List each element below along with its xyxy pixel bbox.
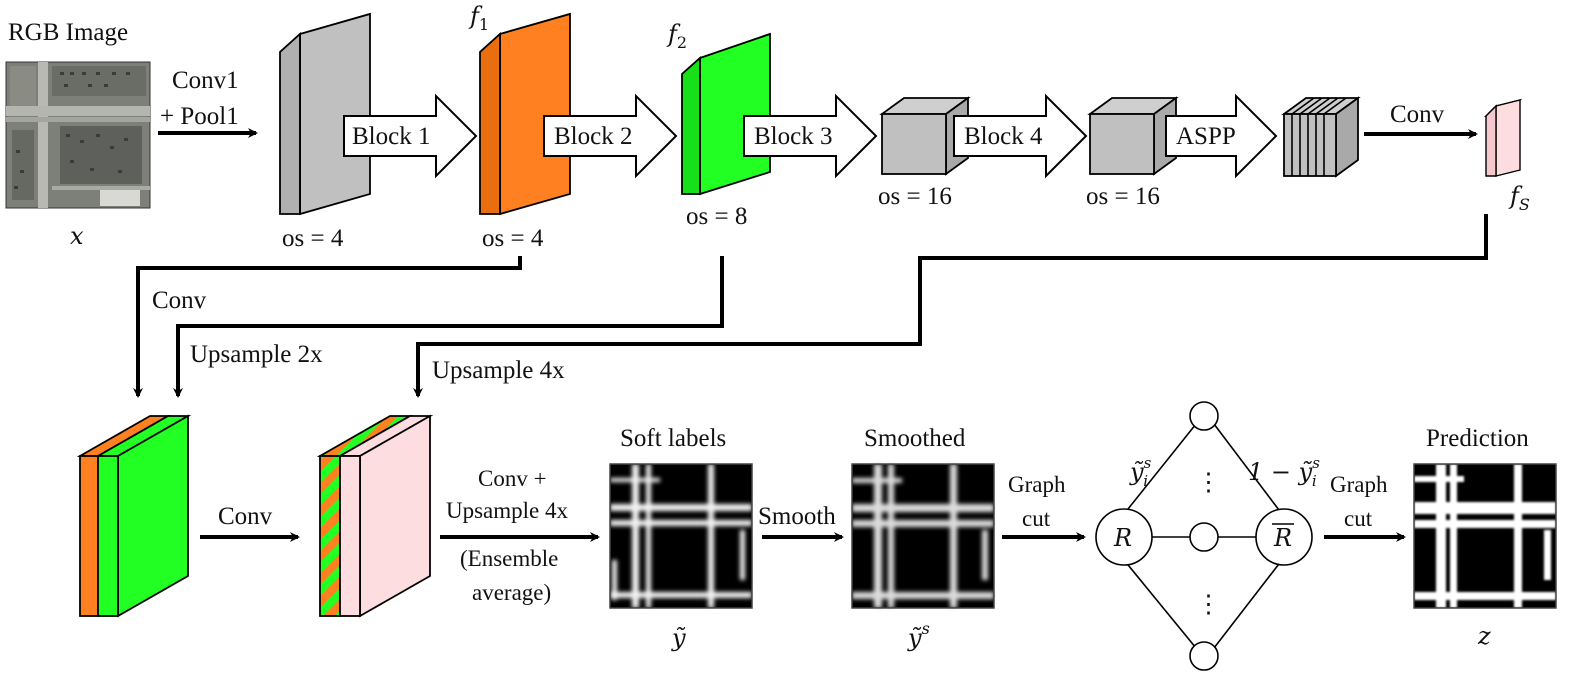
soft-labels-image <box>609 463 753 609</box>
block4-label: Block 4 <box>964 123 1043 150</box>
f1-label: f1 <box>468 2 489 34</box>
graph-node-rbar <box>1255 508 1313 566</box>
prediction-title: Prediction <box>1426 425 1529 452</box>
block3-label: Block 3 <box>754 123 832 150</box>
soft-labels-title: Soft labels <box>620 425 726 452</box>
feature-map-f1 <box>479 12 571 216</box>
rgb-input-image <box>5 61 151 209</box>
block4-arrow: Block 4 <box>953 93 1088 179</box>
os-label-4: os = 16 <box>878 183 952 210</box>
skip-connector-f1 <box>133 256 522 398</box>
block2-arrow: Block 2 <box>543 93 678 179</box>
conv-connector-label: Conv <box>152 287 207 314</box>
upsample4-label: Upsample 4x <box>432 357 565 384</box>
skip-connector-fs <box>413 214 1488 398</box>
skip-connector-f2 <box>173 256 724 398</box>
aspp-arrow: ASPP <box>1165 93 1278 179</box>
feature-map-gray-1 <box>279 12 371 216</box>
soft-labels-var: ỹ <box>671 624 686 652</box>
smoothed-image <box>851 463 995 609</box>
smooth-label: Smooth <box>758 503 836 530</box>
node-rbar-label: R <box>1273 524 1292 552</box>
conv-upsample-line1: Conv + <box>478 466 547 491</box>
edge-label-left: ỹs i <box>1129 454 1152 490</box>
graph-dots-top: ⋮ <box>1196 469 1221 496</box>
ensemble-line1: (Ensemble <box>460 546 558 571</box>
graphcut2-line2: cut <box>1344 506 1373 531</box>
input-title: RGB Image <box>8 19 128 46</box>
block2-label: Block 2 <box>554 123 632 150</box>
graph-dots-bottom: ⋮ <box>1196 591 1221 618</box>
conv-upsample-line2: Upsample 4x <box>446 498 569 523</box>
concat-stack-striped-pink <box>316 414 434 618</box>
smoothed-var: ỹs <box>907 619 930 652</box>
conv-mid-label: Conv <box>218 503 273 530</box>
block1-arrow: Block 1 <box>343 93 478 179</box>
prediction-image <box>1413 463 1557 609</box>
graph-cut-graph: R R ⋮ ⋮ ỹs i 1 − ỹs i <box>1095 401 1320 671</box>
graph-node-r <box>1095 508 1153 566</box>
conv1-label: Conv1 <box>172 67 239 94</box>
block3-arrow: Block 3 <box>743 93 878 179</box>
conv-top-label: Conv <box>1390 101 1445 128</box>
aspp-stack <box>1281 96 1361 178</box>
graphcut1-line2: cut <box>1022 506 1051 531</box>
aspp-label: ASPP <box>1176 123 1236 150</box>
graphcut1-line1: Graph <box>1008 472 1066 497</box>
feature-map-fs <box>1483 98 1523 177</box>
prediction-var: z <box>1477 622 1491 650</box>
f2-label: f2 <box>666 20 687 52</box>
feature-map-f2 <box>681 32 771 196</box>
input-variable: x <box>70 222 84 250</box>
upsample2-label: Upsample 2x <box>190 341 323 368</box>
pool1-label: + Pool1 <box>160 103 239 130</box>
graph-node-mid <box>1189 522 1219 552</box>
os-label-1: os = 4 <box>282 225 344 252</box>
graph-node-bottom <box>1189 641 1219 671</box>
node-r-label: R <box>1113 524 1132 552</box>
fs-label: fS <box>1508 182 1530 214</box>
edge-label-right: 1 − ỹs i <box>1248 454 1320 490</box>
os-label-2: os = 4 <box>482 225 544 252</box>
block1-label: Block 1 <box>352 123 430 150</box>
os-label-5: os = 16 <box>1086 183 1160 210</box>
os-label-3: os = 8 <box>686 203 747 230</box>
smoothed-title: Smoothed <box>864 425 966 452</box>
ensemble-line2: average) <box>472 580 551 605</box>
graph-node-top <box>1189 401 1219 431</box>
feature-cube-2 <box>1087 96 1179 176</box>
concat-stack-orange-green <box>76 414 192 618</box>
graphcut2-line1: Graph <box>1330 472 1388 497</box>
